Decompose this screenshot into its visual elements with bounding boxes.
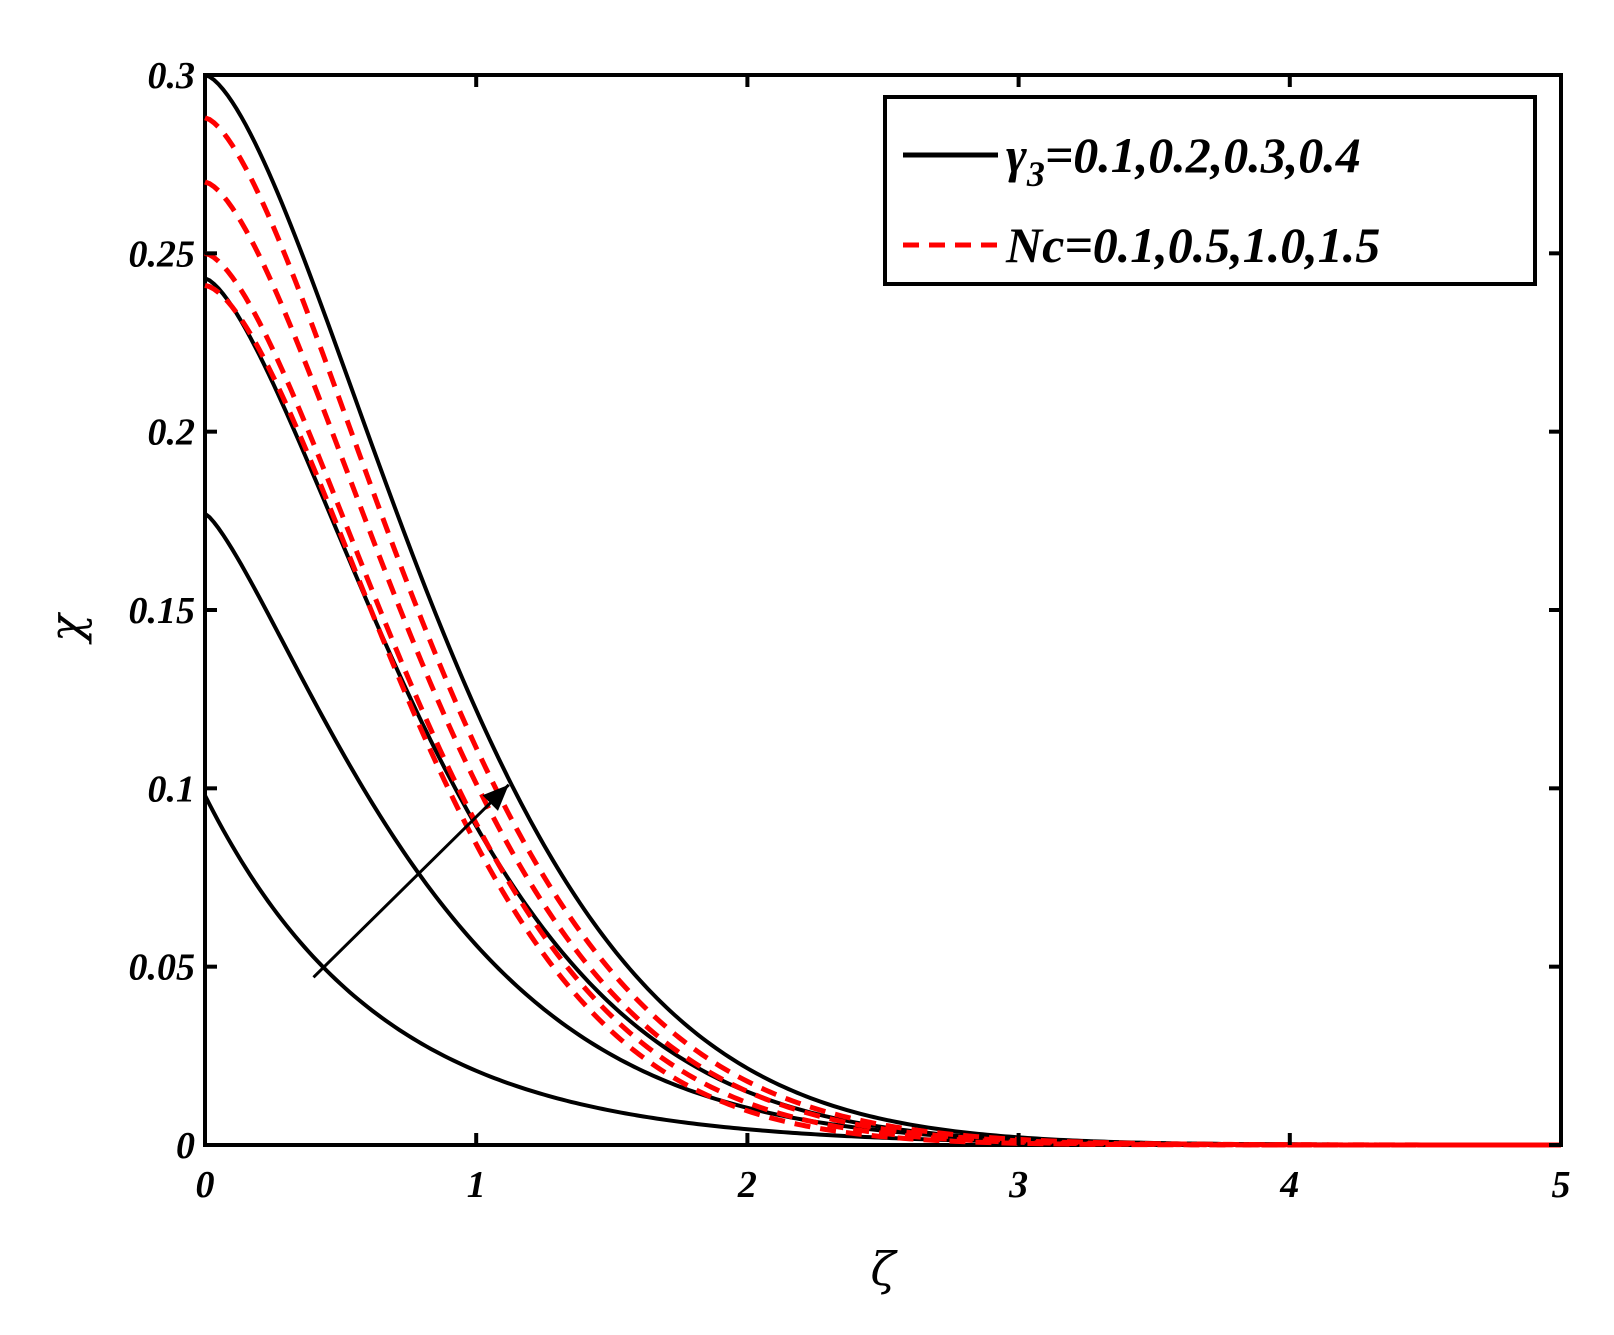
x-tick-label: 2	[737, 1164, 757, 1206]
legend-values-nc: =0.1,0.5,1.0,1.5	[1064, 217, 1380, 273]
trend-arrow-head	[482, 784, 509, 811]
annotation-layer	[312, 783, 510, 979]
ticks-layer: 0 1 2 3 4 5 0 0.05 0.1 0.15 0.2 0.25 0.3	[129, 55, 1571, 1206]
x-tick-label: 3	[1008, 1164, 1028, 1206]
x-tick-label: 1	[467, 1164, 486, 1206]
trend-arrow-shaft	[312, 783, 510, 979]
y-tick-label: 0.1	[148, 768, 196, 810]
legend-values-gamma: =0.1,0.2,0.3,0.4	[1045, 127, 1361, 183]
legend-symbol-gamma: γ	[1006, 127, 1027, 183]
nc-curve-0.1	[204, 283, 1561, 1148]
legend-subscript-gamma: 3	[1026, 154, 1045, 194]
y-tick-label: 0.3	[148, 55, 196, 97]
y-tick-label: 0.2	[148, 412, 196, 454]
legend-symbol-nc: Nc	[1005, 217, 1064, 273]
x-tick-label: 4	[1279, 1164, 1299, 1206]
legend-entry-gamma: γ3=0.1,0.2,0.3,0.4	[1006, 127, 1361, 194]
y-tick-label: 0	[176, 1125, 195, 1167]
x-axis-label: ζ	[871, 1242, 899, 1296]
x-tick-label: 0	[196, 1164, 215, 1206]
legend: γ3=0.1,0.2,0.3,0.4 Nc=0.1,0.5,1.0,1.5	[883, 95, 1537, 286]
y-axis-label: χ	[39, 611, 93, 645]
y-tick-label: 0.25	[129, 233, 196, 275]
series-layer	[203, 73, 1561, 1148]
legend-entry-nc: Nc=0.1,0.5,1.0,1.5	[1005, 217, 1380, 273]
y-tick-label: 0.15	[129, 590, 196, 632]
y-tick-label: 0.05	[129, 947, 196, 989]
legend-box	[883, 95, 1537, 286]
nc-curve-1.5	[204, 115, 1561, 1148]
x-tick-label: 5	[1552, 1164, 1571, 1206]
